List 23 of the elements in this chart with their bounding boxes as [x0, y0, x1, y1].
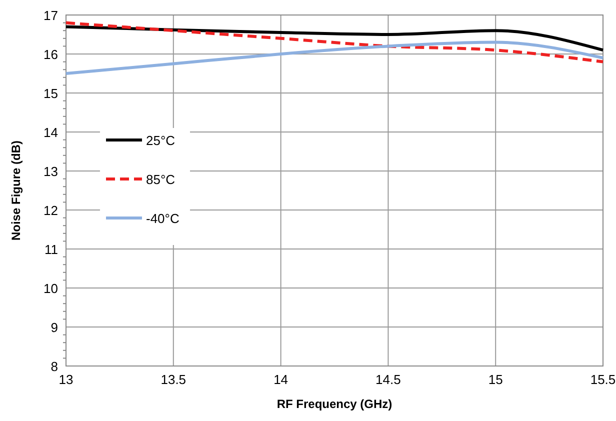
y-axis-title: Noise Figure (dB) [9, 140, 23, 241]
legend-label: -40°C [146, 211, 180, 226]
x-tick-label: 14.5 [376, 372, 401, 387]
y-tick-label: 14 [44, 125, 58, 140]
y-tick-label: 9 [50, 320, 58, 335]
line-series [64, 25, 604, 52]
y-tick-label: 10 [44, 281, 58, 296]
x-tick-label: 14 [274, 372, 288, 387]
y-tick-label: 15 [44, 86, 58, 101]
y-tick-label: 17 [44, 8, 58, 23]
line-series [64, 40, 604, 75]
legend-label: 85°C [146, 172, 176, 187]
legend-label: 25°C [146, 133, 176, 148]
y-tick-label: 12 [44, 203, 58, 218]
y-tick-label: 11 [44, 242, 58, 257]
x-axis-title: RF Frequency (GHz) [276, 397, 392, 411]
x-tick-label: 13.5 [160, 372, 186, 387]
y-tick-label: 13 [44, 164, 58, 179]
y-tick-label: 8 [50, 359, 58, 374]
x-tick-label: 15.5 [590, 372, 616, 387]
y-tick-label: 16 [44, 47, 58, 62]
line-series [64, 21, 604, 64]
x-tick-label: 15 [488, 372, 503, 387]
